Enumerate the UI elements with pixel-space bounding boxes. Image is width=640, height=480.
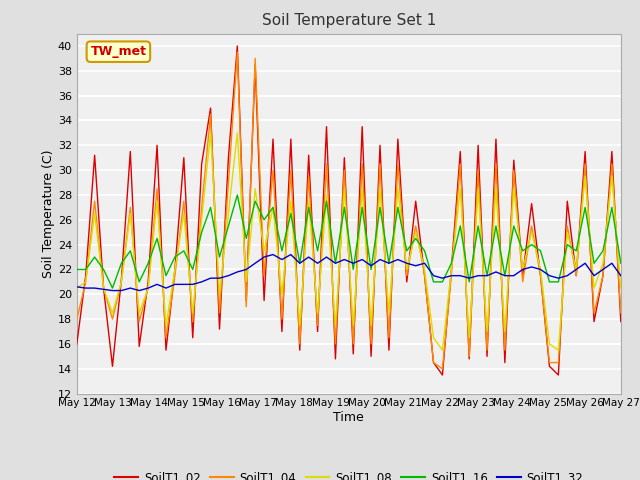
X-axis label: Time: Time [333,411,364,424]
Y-axis label: Soil Temperature (C): Soil Temperature (C) [42,149,55,278]
Text: TW_met: TW_met [90,45,147,58]
Legend: SoilT1_02, SoilT1_04, SoilT1_08, SoilT1_16, SoilT1_32: SoilT1_02, SoilT1_04, SoilT1_08, SoilT1_… [109,466,588,480]
Title: Soil Temperature Set 1: Soil Temperature Set 1 [262,13,436,28]
